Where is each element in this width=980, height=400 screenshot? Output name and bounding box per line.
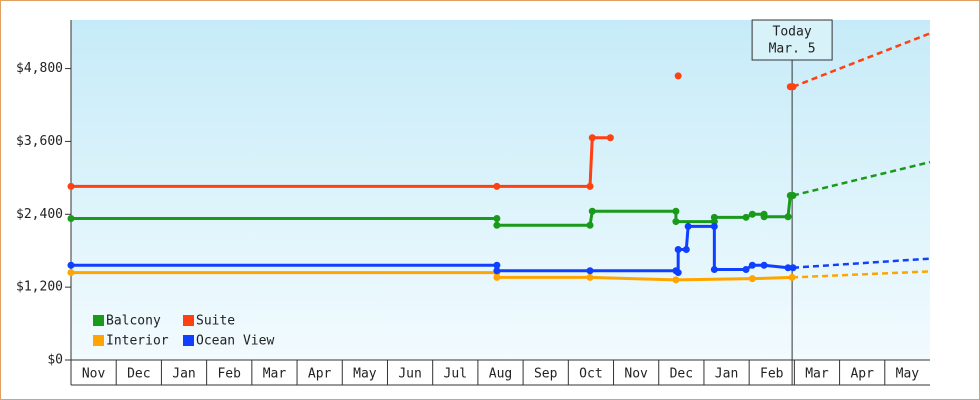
x-tick-label: Jan	[715, 367, 738, 382]
point	[67, 182, 75, 190]
legend-swatch	[93, 335, 104, 346]
x-tick-label: May	[896, 367, 920, 382]
point	[67, 261, 75, 269]
point	[493, 215, 501, 223]
y-tick-label: $1,200	[16, 280, 63, 295]
point	[586, 221, 594, 229]
point	[586, 273, 594, 281]
y-tick-label: $0	[47, 353, 63, 368]
legend-swatch	[183, 335, 194, 346]
series-line	[71, 224, 794, 276]
point	[674, 72, 682, 80]
point	[760, 213, 768, 221]
forecast-line	[792, 160, 931, 197]
point	[742, 213, 750, 221]
point	[493, 221, 501, 229]
point	[588, 134, 596, 142]
point	[710, 222, 718, 230]
point	[672, 207, 680, 215]
x-tick-label: Nov	[624, 367, 648, 382]
point	[588, 207, 596, 215]
x-tick-label: Dec	[670, 367, 693, 382]
legend-label: Interior	[106, 334, 169, 349]
point	[67, 269, 75, 277]
point	[67, 215, 75, 223]
x-tick-label: Nov	[82, 367, 106, 382]
x-tick-label: Jul	[444, 367, 467, 382]
point	[493, 261, 501, 269]
point	[784, 213, 792, 221]
today-label: Today	[773, 25, 812, 40]
legend-swatch	[183, 315, 194, 326]
point	[710, 266, 718, 274]
point	[748, 210, 756, 218]
forecast-line	[792, 257, 931, 269]
x-tick-label: Sep	[534, 367, 558, 382]
legend-swatch	[93, 315, 104, 326]
forecast-line	[792, 270, 931, 279]
x-tick-label: Jun	[398, 367, 421, 382]
point	[672, 276, 680, 284]
point	[586, 267, 594, 275]
point	[682, 246, 690, 253]
point	[784, 264, 792, 272]
point	[672, 218, 680, 226]
legend-label: Balcony	[106, 314, 161, 329]
x-tick-label: Apr	[308, 367, 332, 382]
legend-label: Ocean View	[196, 334, 274, 349]
point	[493, 182, 501, 190]
x-tick-label: Feb	[217, 367, 241, 382]
today-box	[751, 19, 833, 61]
point	[586, 182, 594, 190]
x-tick-label: Feb	[760, 367, 784, 382]
point	[742, 266, 750, 274]
point	[748, 261, 756, 269]
x-tick-label: Oct	[579, 367, 602, 382]
point	[674, 246, 682, 253]
y-tick-label: $3,600	[16, 134, 63, 149]
point	[606, 134, 614, 142]
forecast-line	[792, 32, 931, 88]
point	[493, 267, 501, 275]
x-tick-label: Dec	[127, 367, 150, 382]
today-date: Mar. 5	[769, 42, 816, 57]
point	[674, 269, 682, 277]
x-tick-label: Mar	[805, 367, 829, 382]
point	[760, 261, 768, 269]
y-tick-label: $4,800	[16, 61, 63, 76]
x-tick-label: Mar	[263, 367, 287, 382]
x-tick-label: Aug	[489, 367, 512, 382]
point	[493, 273, 501, 281]
point	[684, 222, 692, 230]
x-tick-label: Jan	[172, 367, 195, 382]
plot-area	[71, 20, 930, 360]
legend-label: Suite	[196, 314, 235, 329]
point	[748, 275, 756, 283]
point	[710, 213, 718, 221]
x-tick-label: May	[353, 367, 377, 382]
y-tick-label: $2,400	[16, 207, 63, 222]
x-tick-label: Apr	[850, 367, 874, 382]
